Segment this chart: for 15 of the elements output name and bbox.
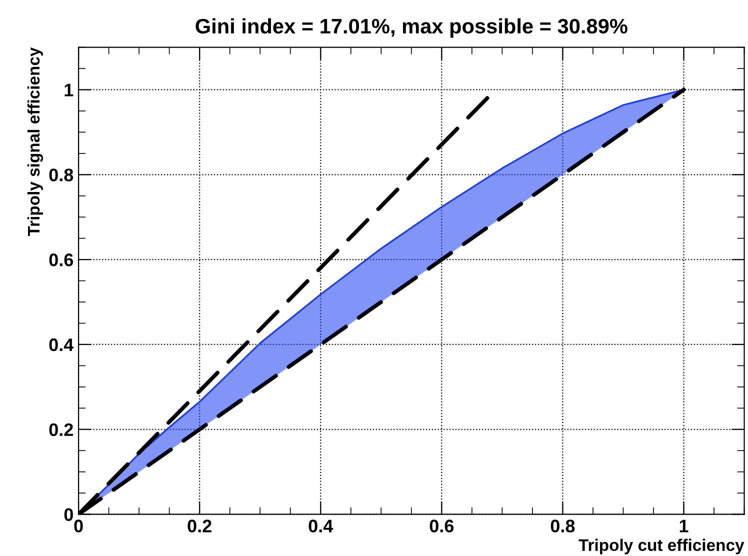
y-tick-label: 0.2 (49, 423, 73, 436)
x-tick-label: 0.4 (308, 520, 334, 532)
y-tick-label: 0.8 (49, 168, 74, 182)
y-tick-label: 0.6 (49, 253, 74, 266)
y-tick-label: 0.4 (49, 338, 74, 352)
x-tick-label: 1 (680, 520, 688, 532)
x-tick-label: 0 (74, 520, 83, 532)
y-tick-label: 1 (64, 84, 74, 96)
y-axis-title: Tripoly signal efficiency (27, 47, 44, 236)
chart-title: Gini index = 17.01%, max possible = 30.89% (196, 18, 628, 38)
x-tick-label: 0.8 (550, 520, 575, 532)
x-tick-label: 0.2 (188, 520, 212, 532)
y-tick-label: 0 (64, 508, 73, 522)
x-axis-title: Tripoly cut efficiency (578, 538, 744, 554)
x-tick-label: 0.6 (430, 520, 454, 532)
